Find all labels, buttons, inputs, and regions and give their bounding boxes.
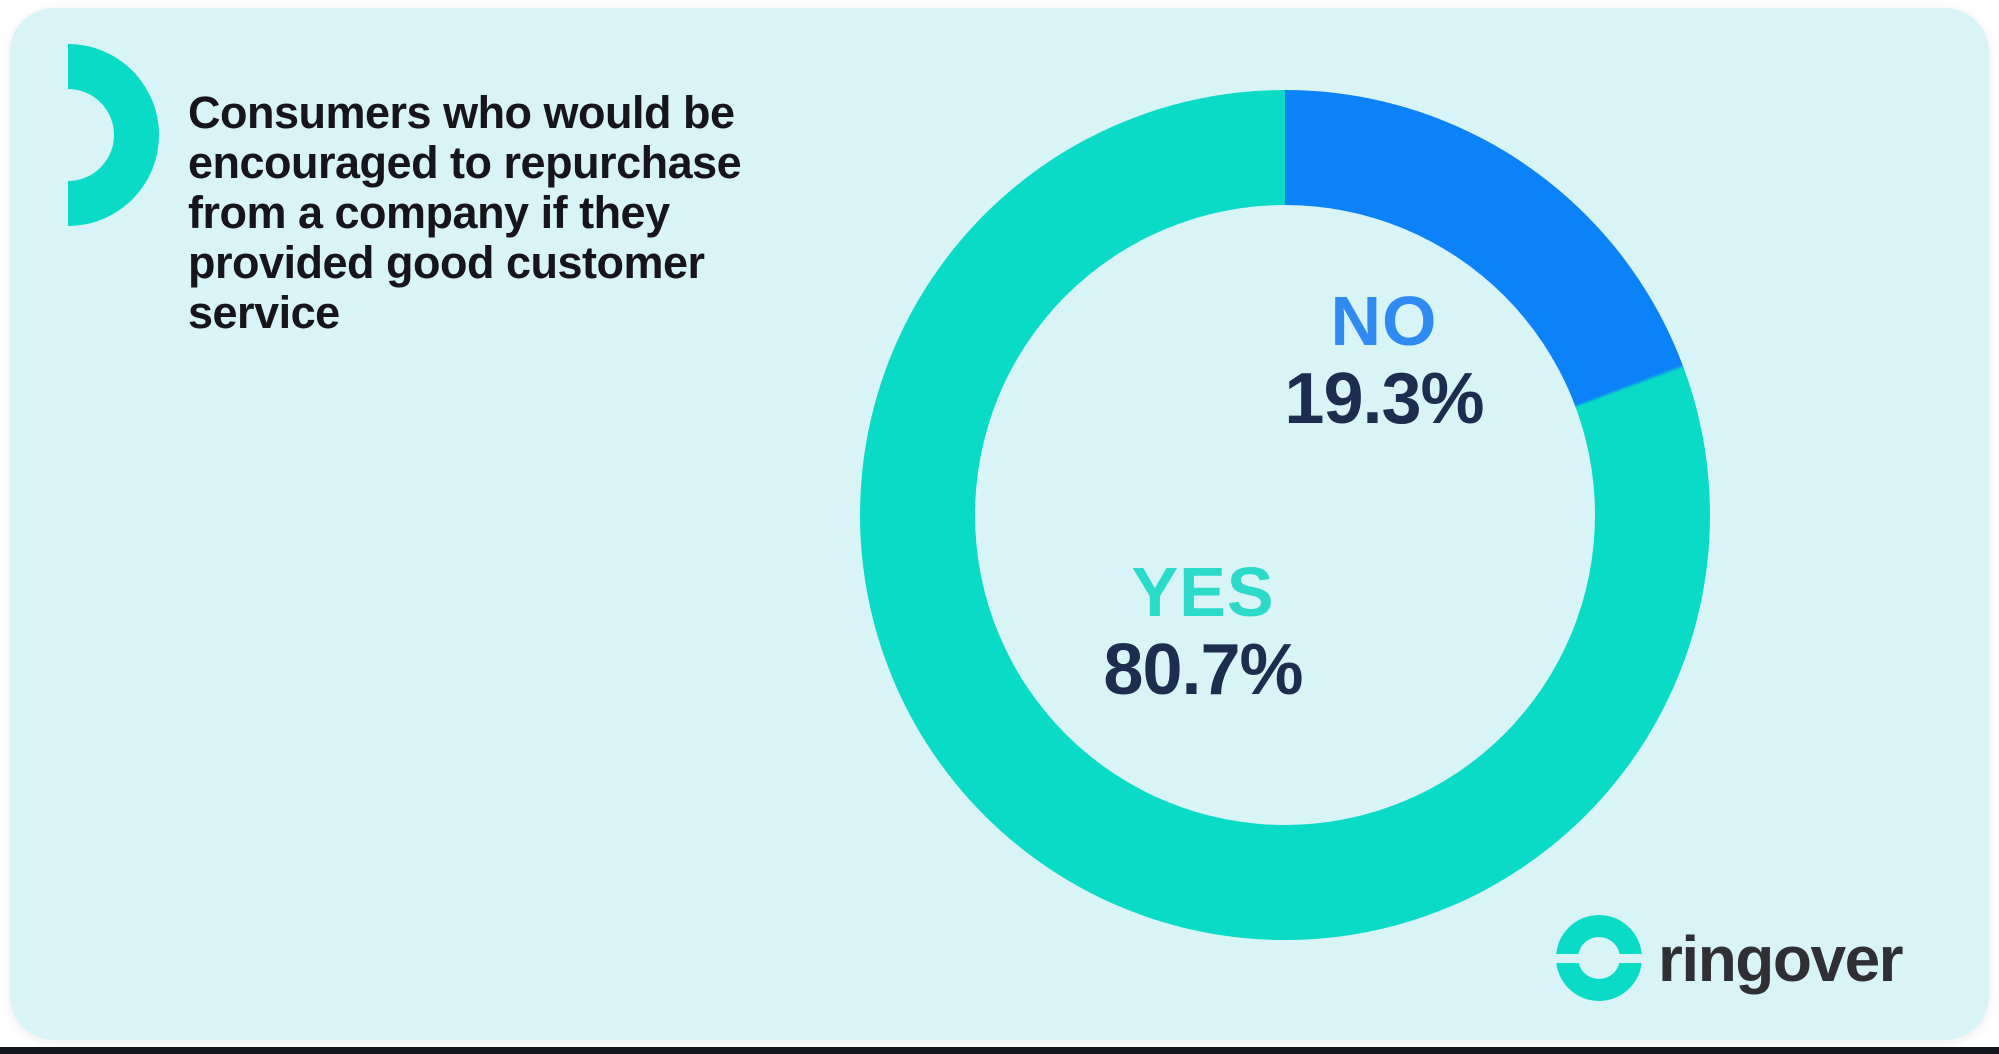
- segment-label-yes: YES 80.7%: [1103, 553, 1303, 710]
- ringover-ring-icon-slit-right: [1616, 953, 1643, 963]
- infographic-card: Consumers who would be encouraged to rep…: [10, 8, 1989, 1040]
- chart-title-line: provided good customer: [188, 237, 705, 288]
- chart-title-line: Consumers who would be: [188, 87, 735, 138]
- ringover-ring-icon-hole: [1578, 937, 1620, 979]
- ringover-ring-icon: [1555, 915, 1643, 1001]
- chart-title-line: encouraged to repurchase: [188, 137, 742, 188]
- ringover-logo: ringover: [1555, 914, 1904, 1002]
- segment-value-yes: 80.7%: [1103, 630, 1303, 710]
- half-ring-decoration-icon: [68, 44, 159, 226]
- donut-chart: NO 19.3% YES 80.7%: [860, 90, 1710, 940]
- donut-hole: [975, 205, 1595, 825]
- half-ring-hole: [68, 89, 114, 181]
- segment-name-no: NO: [1330, 282, 1438, 360]
- chart-title: Consumers who would be encouraged to rep…: [188, 87, 742, 338]
- bottom-border-line: [0, 1047, 1999, 1054]
- chart-title-line: from a company if they: [188, 187, 670, 238]
- segment-label-no: NO 19.3%: [1284, 282, 1484, 439]
- segment-name-yes: YES: [1131, 553, 1275, 631]
- ringover-wordmark: ringover: [1658, 923, 1904, 995]
- segment-value-no: 19.3%: [1284, 359, 1484, 439]
- ringover-ring-icon-slit-left: [1555, 953, 1582, 963]
- chart-title-line: service: [188, 287, 340, 338]
